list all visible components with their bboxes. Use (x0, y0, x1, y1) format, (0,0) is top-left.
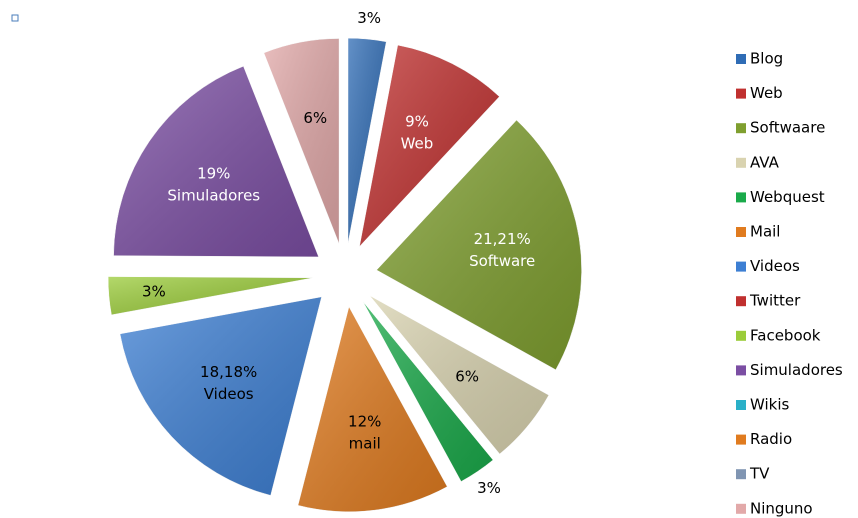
legend-swatch (736, 54, 746, 64)
legend-label: Ninguno (750, 499, 813, 517)
slice-value-label: 6% (455, 367, 479, 385)
slice-name-label: mail (349, 434, 381, 452)
slice-name-label: Simuladores (167, 187, 260, 205)
slice-value-label: 3% (477, 479, 501, 497)
legend-label: AVA (750, 153, 780, 171)
slice-value-label: 3% (142, 282, 166, 300)
slice-value-label: 12% (348, 412, 381, 430)
slice-name-label: Web (401, 135, 434, 153)
legend-label: Facebook (750, 326, 821, 344)
legend-label: Simuladores (750, 361, 843, 379)
legend-label: Blog (750, 50, 783, 68)
legend-swatch (736, 434, 746, 445)
anchor-handle (11, 14, 19, 22)
legend-label: Webquest (750, 188, 825, 206)
legend-swatch (736, 400, 746, 410)
slice-name-label: Software (469, 252, 535, 270)
legend-label: Web (750, 84, 783, 102)
legend-label: Wikis (750, 396, 790, 414)
legend-swatch (736, 296, 746, 307)
slice-value-label: 18,18% (200, 363, 257, 381)
legend-label: Radio (750, 430, 792, 448)
slice-name-label: Videos (204, 385, 254, 403)
legend-swatch (736, 330, 746, 341)
slice-value-label: 3% (357, 9, 381, 27)
legend-swatch (736, 88, 746, 99)
slice-value-label: 6% (303, 109, 327, 127)
slice-value-label: 19% (197, 165, 230, 183)
legend-swatch (736, 227, 746, 237)
legend-swatch (736, 123, 746, 134)
legend-label: Mail (750, 223, 780, 241)
legend-swatch (736, 192, 746, 203)
legend-swatch (736, 469, 746, 480)
legend-swatch (736, 365, 746, 376)
legend-label: TV (749, 465, 770, 483)
legend-label: Twitter (749, 292, 801, 310)
slice-value-label: 21,21% (474, 230, 531, 248)
slice-value-label: 9% (405, 113, 429, 131)
legend-swatch (736, 157, 746, 168)
legend-label: Videos (750, 257, 800, 275)
legend-label: Softwaare (750, 119, 825, 137)
legend-swatch (736, 503, 746, 514)
legend-swatch (736, 261, 746, 272)
